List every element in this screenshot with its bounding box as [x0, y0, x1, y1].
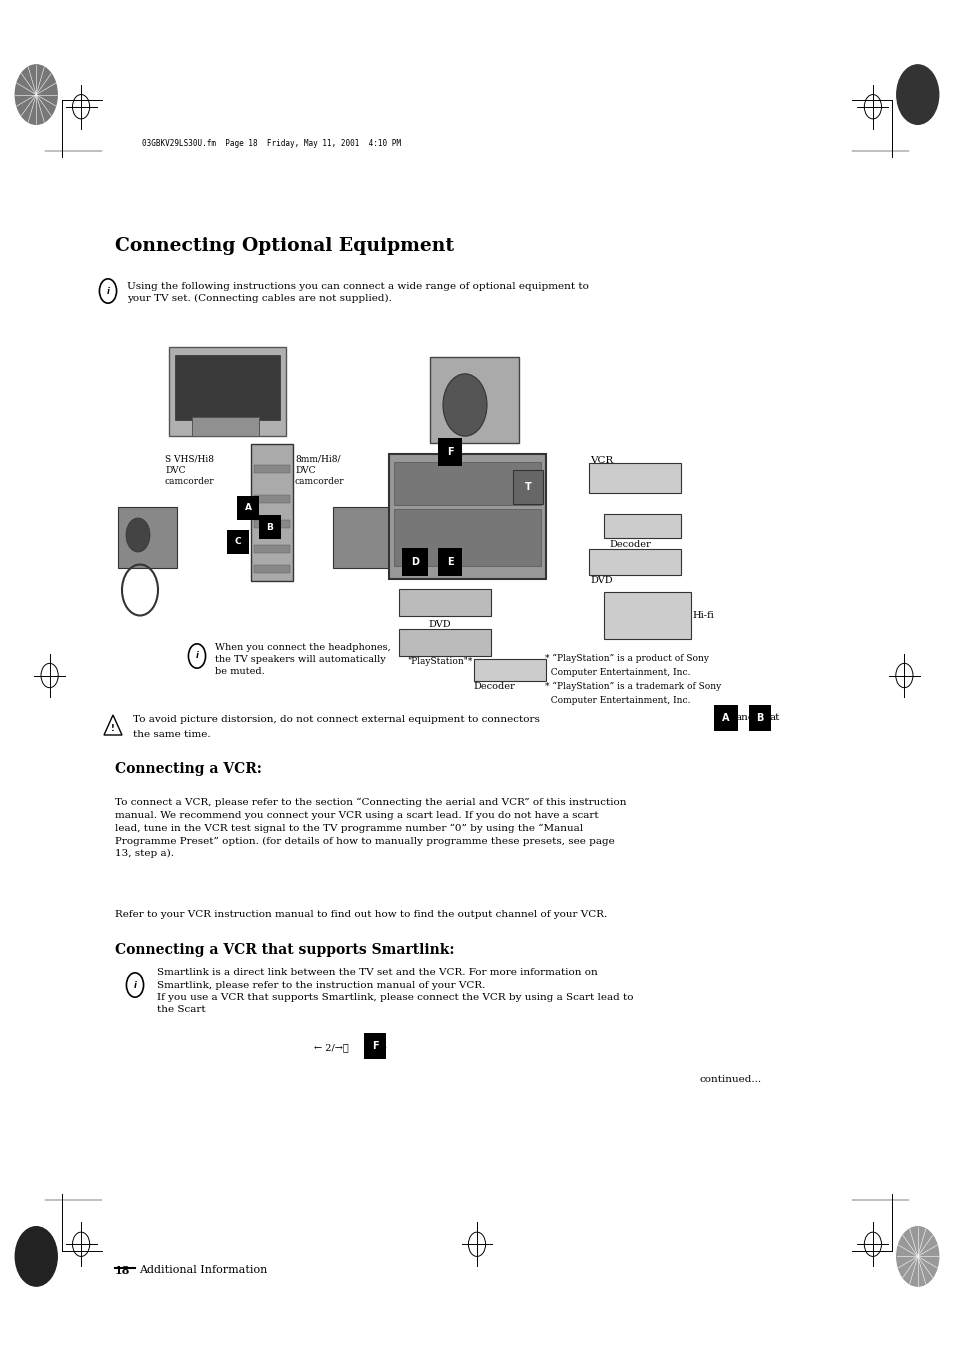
FancyBboxPatch shape: [474, 659, 545, 681]
Circle shape: [896, 65, 938, 124]
FancyBboxPatch shape: [394, 462, 540, 505]
Text: Connecting a VCR:: Connecting a VCR:: [115, 762, 262, 775]
Text: D: D: [411, 557, 418, 567]
FancyBboxPatch shape: [398, 589, 491, 616]
FancyBboxPatch shape: [253, 565, 290, 573]
Text: Decoder: Decoder: [608, 540, 650, 549]
Text: DVD: DVD: [428, 620, 451, 630]
Text: Decoder: Decoder: [473, 682, 515, 690]
FancyBboxPatch shape: [174, 355, 280, 420]
Text: * “PlayStation” is a trademark of Sony: * “PlayStation” is a trademark of Sony: [544, 682, 720, 692]
Text: i: i: [133, 981, 136, 989]
Text: i: i: [107, 286, 110, 296]
FancyBboxPatch shape: [588, 462, 680, 493]
FancyBboxPatch shape: [389, 454, 545, 580]
Text: F: F: [372, 1042, 378, 1051]
Circle shape: [15, 1227, 57, 1286]
Text: To connect a VCR, please refer to the section “Connecting the aerial and VCR” of: To connect a VCR, please refer to the se…: [115, 798, 626, 858]
Text: 18: 18: [115, 1265, 131, 1275]
Text: * “PlayStation” is a product of Sony: * “PlayStation” is a product of Sony: [544, 654, 708, 663]
Text: Computer Entertainment, Inc.: Computer Entertainment, Inc.: [544, 696, 690, 705]
FancyBboxPatch shape: [430, 357, 518, 443]
Text: i: i: [195, 651, 198, 661]
Text: "PlayStation"*: "PlayStation"*: [407, 657, 472, 666]
Text: ← 2/→①: ← 2/→①: [314, 1043, 349, 1052]
Text: Additional Information: Additional Information: [139, 1265, 267, 1275]
Circle shape: [126, 517, 150, 553]
Text: E: E: [446, 557, 453, 567]
Text: at: at: [769, 713, 780, 721]
Text: Using the following instructions you can connect a wide range of optional equipm: Using the following instructions you can…: [127, 282, 588, 304]
Text: F: F: [446, 447, 453, 457]
FancyBboxPatch shape: [192, 417, 258, 436]
Text: 03GBKV29LS30U.fm  Page 18  Friday, May 11, 2001  4:10 PM: 03GBKV29LS30U.fm Page 18 Friday, May 11,…: [142, 139, 400, 147]
Text: DVD: DVD: [589, 576, 612, 585]
Text: Connecting Optional Equipment: Connecting Optional Equipment: [115, 236, 454, 255]
Text: continued...: continued...: [700, 1075, 761, 1084]
FancyBboxPatch shape: [118, 507, 176, 567]
Circle shape: [442, 374, 486, 436]
FancyBboxPatch shape: [603, 513, 680, 538]
Text: the same time.: the same time.: [132, 730, 211, 739]
Text: B: B: [266, 523, 274, 531]
Text: Hi-fi: Hi-fi: [691, 611, 713, 620]
Text: T: T: [524, 482, 531, 492]
Text: !: !: [111, 724, 114, 732]
FancyBboxPatch shape: [253, 494, 290, 503]
Text: When you connect the headphones,
the TV speakers will automatically
be muted.: When you connect the headphones, the TV …: [214, 643, 391, 676]
FancyBboxPatch shape: [253, 520, 290, 528]
FancyBboxPatch shape: [253, 465, 290, 473]
FancyBboxPatch shape: [253, 544, 290, 553]
Text: VCR: VCR: [589, 457, 613, 465]
Text: Refer to your VCR instruction manual to find out how to find the output channel : Refer to your VCR instruction manual to …: [115, 911, 607, 919]
Text: S VHS/Hi8
DVC
camcorder: S VHS/Hi8 DVC camcorder: [165, 455, 214, 486]
Text: Computer Entertainment, Inc.: Computer Entertainment, Inc.: [544, 667, 690, 677]
Text: 8mm/Hi8/
DVC
camcorder: 8mm/Hi8/ DVC camcorder: [294, 455, 344, 486]
FancyBboxPatch shape: [398, 628, 491, 657]
FancyBboxPatch shape: [169, 347, 286, 436]
Text: A: A: [244, 504, 252, 512]
Circle shape: [15, 65, 57, 124]
Text: .: .: [382, 1042, 386, 1050]
FancyBboxPatch shape: [603, 592, 690, 639]
Text: B: B: [756, 713, 763, 723]
FancyBboxPatch shape: [333, 507, 392, 567]
Text: A: A: [721, 713, 729, 723]
FancyBboxPatch shape: [251, 443, 293, 581]
Circle shape: [896, 1227, 938, 1286]
FancyBboxPatch shape: [588, 549, 680, 576]
Text: Connecting a VCR that supports Smartlink:: Connecting a VCR that supports Smartlink…: [115, 943, 454, 957]
Text: Smartlink is a direct link between the TV set and the VCR. For more information : Smartlink is a direct link between the T…: [157, 969, 633, 1015]
Text: and: and: [735, 713, 755, 721]
FancyBboxPatch shape: [394, 509, 540, 566]
Text: C: C: [234, 538, 241, 547]
Text: To avoid picture distorsion, do not connect external equipment to connectors: To avoid picture distorsion, do not conn…: [132, 715, 539, 724]
